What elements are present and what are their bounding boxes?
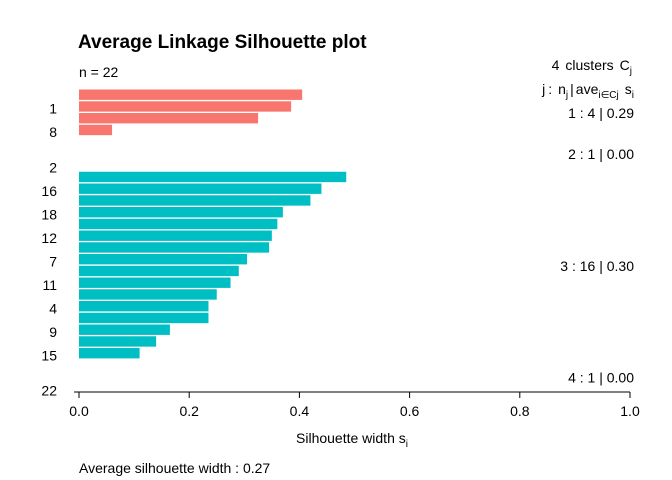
silhouette-bar <box>79 195 311 206</box>
average-silhouette-width: Average silhouette width : 0.27 <box>79 460 270 476</box>
row-label: 22 <box>41 383 57 399</box>
row-label: 2 <box>49 159 57 175</box>
clusters-header: 4 clusters Cj <box>552 57 632 77</box>
silhouette-bar <box>79 124 113 136</box>
row-label: 16 <box>41 183 57 199</box>
row-label: 7 <box>49 253 57 269</box>
silhouette-bar <box>79 218 278 230</box>
row-label: 15 <box>41 347 57 363</box>
columns-header: j: nj | avei∈Cj si <box>541 81 634 101</box>
x-ticks-group: 0.0 0.2 0.4 0.6 0.8 1.0 <box>69 392 640 419</box>
silhouette-bar <box>79 113 259 124</box>
x-tick-label: 0.2 <box>179 403 199 419</box>
row-label: 12 <box>41 230 57 246</box>
bars-group <box>79 89 347 359</box>
chart-title: Average Linkage Silhouette plot <box>78 32 367 53</box>
cluster-summary: 3 : 16 | 0.30 <box>560 258 634 274</box>
cluster-summaries-group: 1 : 4 | 0.29 2 : 1 | 0.00 3 : 16 | 0.30 4 :… <box>560 105 634 385</box>
row-label: 9 <box>49 324 57 340</box>
x-tick-label: 1.0 <box>620 403 640 419</box>
silhouette-bar <box>79 171 347 183</box>
silhouette-bar <box>79 230 272 241</box>
silhouette-bar <box>79 265 239 277</box>
silhouette-bar <box>79 277 231 288</box>
x-tick-label: 0.8 <box>510 403 530 419</box>
silhouette-bar <box>79 289 217 300</box>
row-label: 18 <box>41 206 57 222</box>
silhouette-bar <box>79 242 270 253</box>
x-tick-label: 0.6 <box>400 403 420 419</box>
row-label: 1 <box>49 101 57 117</box>
silhouette-bar <box>79 348 140 359</box>
silhouette-bar <box>79 301 209 312</box>
x-tick-label: 0.0 <box>69 403 89 419</box>
cluster-summary: 1 : 4 | 0.29 <box>568 105 634 121</box>
n-label: n = 22 <box>79 64 119 80</box>
silhouette-bar <box>79 312 209 324</box>
silhouette-bar <box>79 336 157 347</box>
silhouette-bar <box>79 89 303 100</box>
row-label: 11 <box>42 277 57 293</box>
cluster-summary: 4 : 1 | 0.00 <box>568 369 634 385</box>
x-axis-label: Silhouette width si <box>296 430 408 450</box>
cluster-summary: 2 : 1 | 0.00 <box>568 146 634 162</box>
silhouette-bar <box>79 324 170 335</box>
row-label: 8 <box>49 124 57 140</box>
silhouette-bar <box>79 101 292 112</box>
x-tick-label: 0.4 <box>290 403 310 419</box>
silhouette-bar <box>79 183 322 194</box>
silhouette-bar <box>79 254 248 265</box>
silhouette-bar <box>79 207 283 218</box>
row-label: 4 <box>49 300 57 316</box>
